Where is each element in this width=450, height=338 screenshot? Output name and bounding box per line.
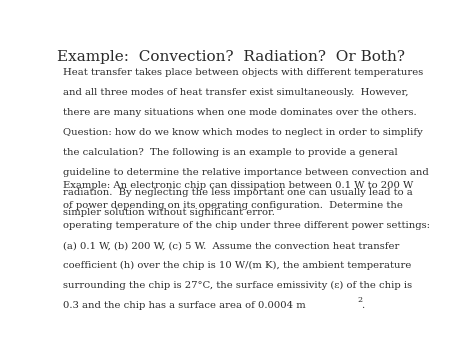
Text: .: . bbox=[361, 301, 364, 310]
Text: Heat transfer takes place between objects with different temperatures: Heat transfer takes place between object… bbox=[63, 68, 423, 77]
Text: Example: An electronic chip can dissipation between 0.1 W to 200 W: Example: An electronic chip can dissipat… bbox=[63, 181, 413, 190]
Text: simpler solution without significant error.: simpler solution without significant err… bbox=[63, 208, 274, 217]
Text: of power depending on its operating configuration.  Determine the: of power depending on its operating conf… bbox=[63, 201, 402, 210]
Text: guideline to determine the relative importance between convection and: guideline to determine the relative impo… bbox=[63, 168, 428, 177]
Text: there are many situations when one mode dominates over the others.: there are many situations when one mode … bbox=[63, 108, 416, 117]
Text: 0.3 and the chip has a surface area of 0.0004 m: 0.3 and the chip has a surface area of 0… bbox=[63, 301, 305, 310]
Text: operating temperature of the chip under three different power settings:: operating temperature of the chip under … bbox=[63, 221, 430, 230]
Text: (a) 0.1 W, (b) 200 W, (c) 5 W.  Assume the convection heat transfer: (a) 0.1 W, (b) 200 W, (c) 5 W. Assume th… bbox=[63, 241, 399, 250]
Text: and all three modes of heat transfer exist simultaneously.  However,: and all three modes of heat transfer exi… bbox=[63, 88, 408, 97]
Text: surrounding the chip is 27°C, the surface emissivity (ε) of the chip is: surrounding the chip is 27°C, the surfac… bbox=[63, 281, 412, 290]
Text: Question: how do we know which modes to neglect in order to simplify: Question: how do we know which modes to … bbox=[63, 128, 422, 137]
Text: radiation.  By neglecting the less important one can usually lead to a: radiation. By neglecting the less import… bbox=[63, 188, 412, 197]
Text: the calculation?  The following is an example to provide a general: the calculation? The following is an exa… bbox=[63, 148, 397, 157]
Text: coefficient (h) over the chip is 10 W/(m K), the ambient temperature: coefficient (h) over the chip is 10 W/(m… bbox=[63, 261, 411, 270]
Text: Example:  Convection?  Radiation?  Or Both?: Example: Convection? Radiation? Or Both? bbox=[57, 50, 405, 64]
Text: 2: 2 bbox=[357, 296, 362, 304]
